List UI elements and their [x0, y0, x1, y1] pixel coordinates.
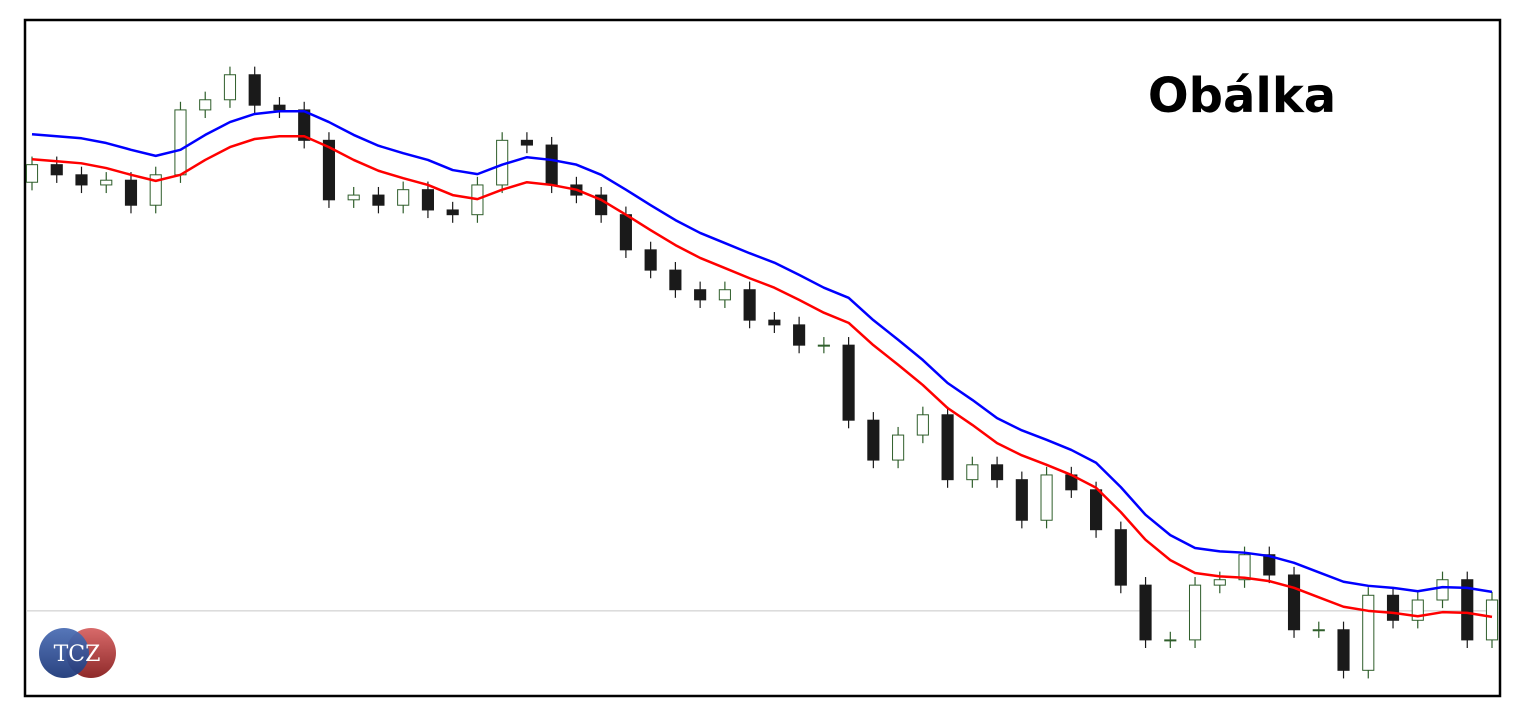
candle-body: [1015, 479, 1028, 521]
candle-body: [545, 144, 558, 186]
candle-body: [1090, 489, 1103, 531]
candle-body: [298, 109, 311, 141]
candle-body: [25, 164, 39, 183]
candle-body: [421, 189, 435, 211]
candle-body: [1188, 584, 1202, 641]
candle-body: [768, 319, 781, 326]
candle-body: [892, 434, 905, 461]
candle-body: [916, 414, 929, 436]
candle-body: [446, 209, 459, 216]
candle-body: [1337, 629, 1350, 671]
candle-body: [1287, 574, 1301, 631]
candle-body: [1238, 554, 1251, 581]
envelope-line: [31, 110, 1493, 594]
candle-body: [273, 104, 286, 111]
candle-body: [793, 324, 806, 346]
logo-circle: [39, 628, 89, 678]
candle-body: [149, 174, 162, 206]
candle-body: [1139, 584, 1152, 641]
candle-body: [1411, 599, 1424, 621]
candle-body: [520, 139, 533, 146]
logo-text: TCZ: [54, 642, 101, 667]
envelope-line: [31, 135, 1493, 619]
chart-title: Obálka: [1148, 68, 1336, 124]
candle-body: [1263, 554, 1276, 576]
candle-body: [100, 179, 113, 186]
candle-body: [595, 194, 608, 216]
candle-body: [1114, 529, 1127, 586]
candle-body: [817, 344, 830, 347]
candle-body: [1362, 594, 1375, 671]
candle-body: [248, 74, 261, 106]
candle-body: [867, 419, 880, 461]
candle-body: [372, 194, 385, 206]
candle-body: [223, 74, 237, 101]
candle-body: [1164, 639, 1177, 642]
plot-area: [25, 66, 1499, 679]
candle-body: [718, 289, 731, 301]
plot-frame: [23, 18, 1502, 698]
candle-body: [174, 109, 187, 176]
candle-body: [644, 249, 657, 271]
candle-body: [50, 164, 63, 176]
candle-body: [124, 179, 138, 206]
candle-body: [669, 269, 682, 291]
candle-body: [619, 214, 632, 251]
candle-body: [75, 174, 88, 186]
logo: TCZ: [39, 628, 116, 678]
candle-body: [347, 194, 360, 201]
candle-body: [199, 99, 212, 111]
candle-body: [991, 464, 1004, 481]
candle-body: [1461, 579, 1474, 641]
candle-body: [941, 414, 954, 481]
candle-body: [397, 189, 410, 206]
candle-body: [1386, 594, 1400, 621]
candle-body: [322, 139, 336, 201]
candle-body: [743, 289, 756, 321]
candle-body: [1040, 474, 1053, 521]
candle-body: [1213, 579, 1226, 586]
candle-body: [966, 464, 979, 481]
candle-body: [1485, 599, 1499, 641]
candle-body: [842, 344, 855, 421]
candle-body: [1312, 629, 1325, 632]
candle-body: [694, 289, 707, 301]
candle-body: [1436, 579, 1449, 601]
